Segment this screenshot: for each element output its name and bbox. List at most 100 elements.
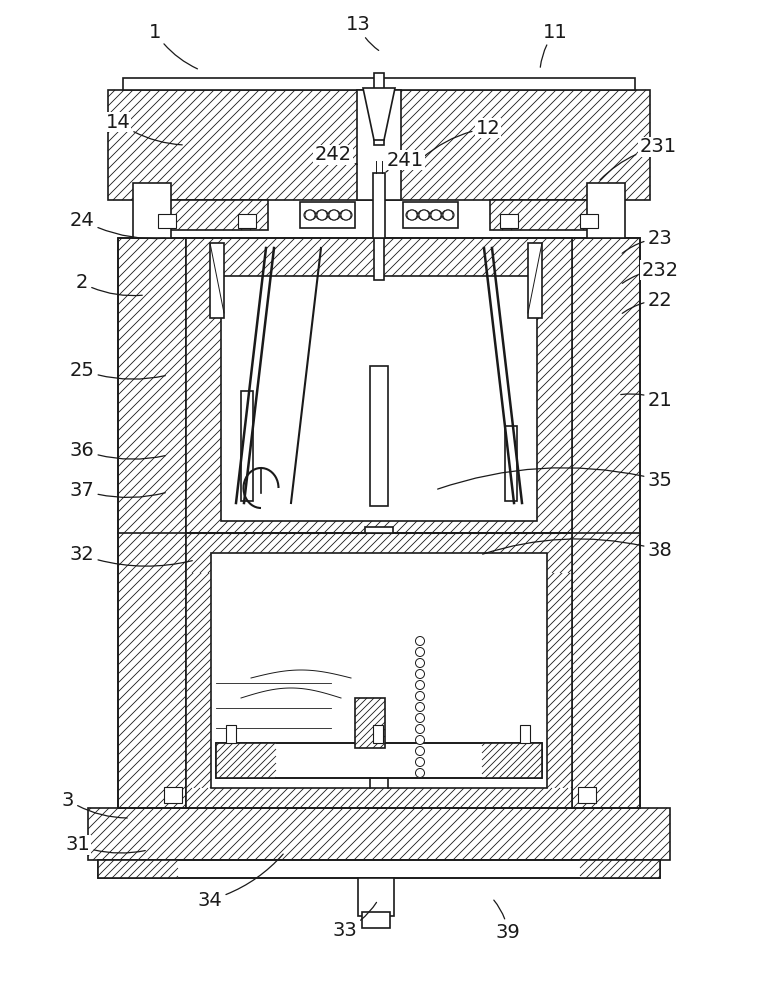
Text: 35: 35 [437,468,672,489]
Bar [520,725,530,743]
Bar [186,788,572,808]
Bar [216,743,276,778]
Polygon shape [363,88,395,140]
Circle shape [415,768,424,778]
Bar [216,743,542,778]
Bar [98,860,660,878]
Text: 13: 13 [346,15,379,50]
Bar [370,366,388,506]
Text: 11: 11 [540,22,568,67]
Circle shape [415,736,424,744]
Circle shape [415,692,424,700]
Bar [123,78,635,90]
Bar [374,73,384,145]
Circle shape [415,637,424,646]
Text: 2: 2 [76,273,143,296]
Bar [572,238,640,808]
Bar [186,533,572,573]
Bar [300,202,355,228]
Bar [216,743,542,778]
Bar [98,860,660,878]
Bar [587,183,625,238]
Ellipse shape [304,210,316,220]
Circle shape [419,210,429,220]
Text: 22: 22 [622,290,672,313]
Bar [164,787,182,803]
Text: 32: 32 [70,546,193,566]
Bar [238,214,256,228]
Bar [226,725,236,743]
Text: 38: 38 [483,539,672,560]
Text: 14: 14 [105,112,182,145]
Bar [186,533,211,808]
Text: 21: 21 [621,390,672,410]
Text: 242: 242 [315,145,357,164]
Ellipse shape [418,210,430,220]
Bar [580,214,598,228]
Text: 232: 232 [622,260,678,283]
Circle shape [415,670,424,678]
Circle shape [415,714,424,722]
Bar [580,860,660,878]
Text: 37: 37 [70,481,165,499]
Bar [373,173,385,238]
Circle shape [431,210,441,220]
Bar [186,238,572,533]
Text: 23: 23 [622,229,672,253]
Circle shape [415,658,424,668]
Text: 24: 24 [70,211,165,239]
Circle shape [415,724,424,734]
Bar [357,90,401,200]
Text: 33: 33 [333,902,377,940]
Bar [148,200,268,230]
Ellipse shape [340,210,352,220]
Bar [578,787,596,803]
Bar [482,743,542,778]
Circle shape [317,210,327,220]
Text: 231: 231 [600,137,677,180]
Bar [158,214,176,228]
Bar [358,878,394,916]
Ellipse shape [328,210,340,220]
Text: 25: 25 [70,360,165,379]
Bar [490,200,610,230]
Circle shape [341,210,351,220]
Bar [133,183,171,238]
Bar [211,553,547,788]
Bar [210,243,224,318]
Bar [118,238,186,808]
Bar [355,698,385,748]
Bar [88,808,670,860]
Bar [221,276,537,521]
Circle shape [415,758,424,766]
Circle shape [305,210,315,220]
Circle shape [329,210,339,220]
Ellipse shape [406,210,418,220]
Circle shape [443,210,453,220]
Ellipse shape [316,210,328,220]
Bar [547,533,572,808]
Bar [505,426,517,501]
Bar [403,202,458,228]
Bar [186,533,572,808]
Bar [362,912,390,928]
Text: 3: 3 [62,790,127,818]
Circle shape [415,702,424,712]
Text: 1: 1 [149,22,198,69]
Ellipse shape [430,210,442,220]
Bar [118,238,640,808]
Circle shape [415,746,424,756]
Bar [373,725,383,743]
Bar [500,214,518,228]
Text: 39: 39 [493,900,521,942]
Circle shape [407,210,417,220]
Text: 31: 31 [66,836,146,854]
Circle shape [415,680,424,690]
Bar [98,860,178,878]
Circle shape [415,648,424,656]
Bar [241,391,253,501]
Bar [365,527,393,533]
Text: 12: 12 [422,118,500,158]
Bar [108,90,650,200]
Bar [374,200,384,280]
